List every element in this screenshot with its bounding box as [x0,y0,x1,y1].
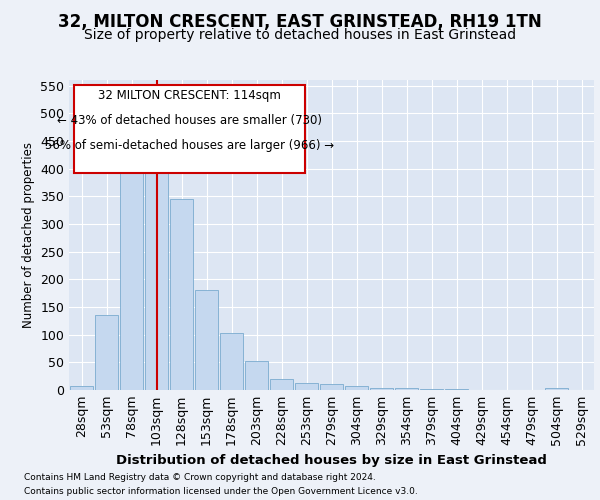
Bar [419,389,443,390]
Bar [245,361,268,390]
Bar [344,386,368,390]
Bar [545,388,568,390]
Y-axis label: Number of detached properties: Number of detached properties [22,142,35,328]
Bar [370,388,394,390]
Bar [295,383,319,390]
Text: 32, MILTON CRESCENT, EAST GRINSTEAD, RH19 1TN: 32, MILTON CRESCENT, EAST GRINSTEAD, RH1… [58,12,542,30]
Bar [445,389,469,390]
Text: Contains public sector information licensed under the Open Government Licence v3: Contains public sector information licen… [24,488,418,496]
X-axis label: Distribution of detached houses by size in East Grinstead: Distribution of detached houses by size … [116,454,547,466]
Bar [95,316,118,390]
Bar [320,384,343,390]
Bar [269,379,293,390]
Bar [170,199,193,390]
Text: 56% of semi-detached houses are larger (966) →: 56% of semi-detached houses are larger (… [45,139,334,152]
Text: Contains HM Land Registry data © Crown copyright and database right 2024.: Contains HM Land Registry data © Crown c… [24,472,376,482]
Text: ← 43% of detached houses are smaller (730): ← 43% of detached houses are smaller (73… [57,114,322,127]
Bar [145,141,169,390]
Bar [395,388,418,390]
Bar [70,386,94,390]
Bar [194,290,218,390]
Text: Size of property relative to detached houses in East Grinstead: Size of property relative to detached ho… [84,28,516,42]
Bar [119,168,143,390]
Bar [220,333,244,390]
Text: 32 MILTON CRESCENT: 114sqm: 32 MILTON CRESCENT: 114sqm [98,88,281,102]
